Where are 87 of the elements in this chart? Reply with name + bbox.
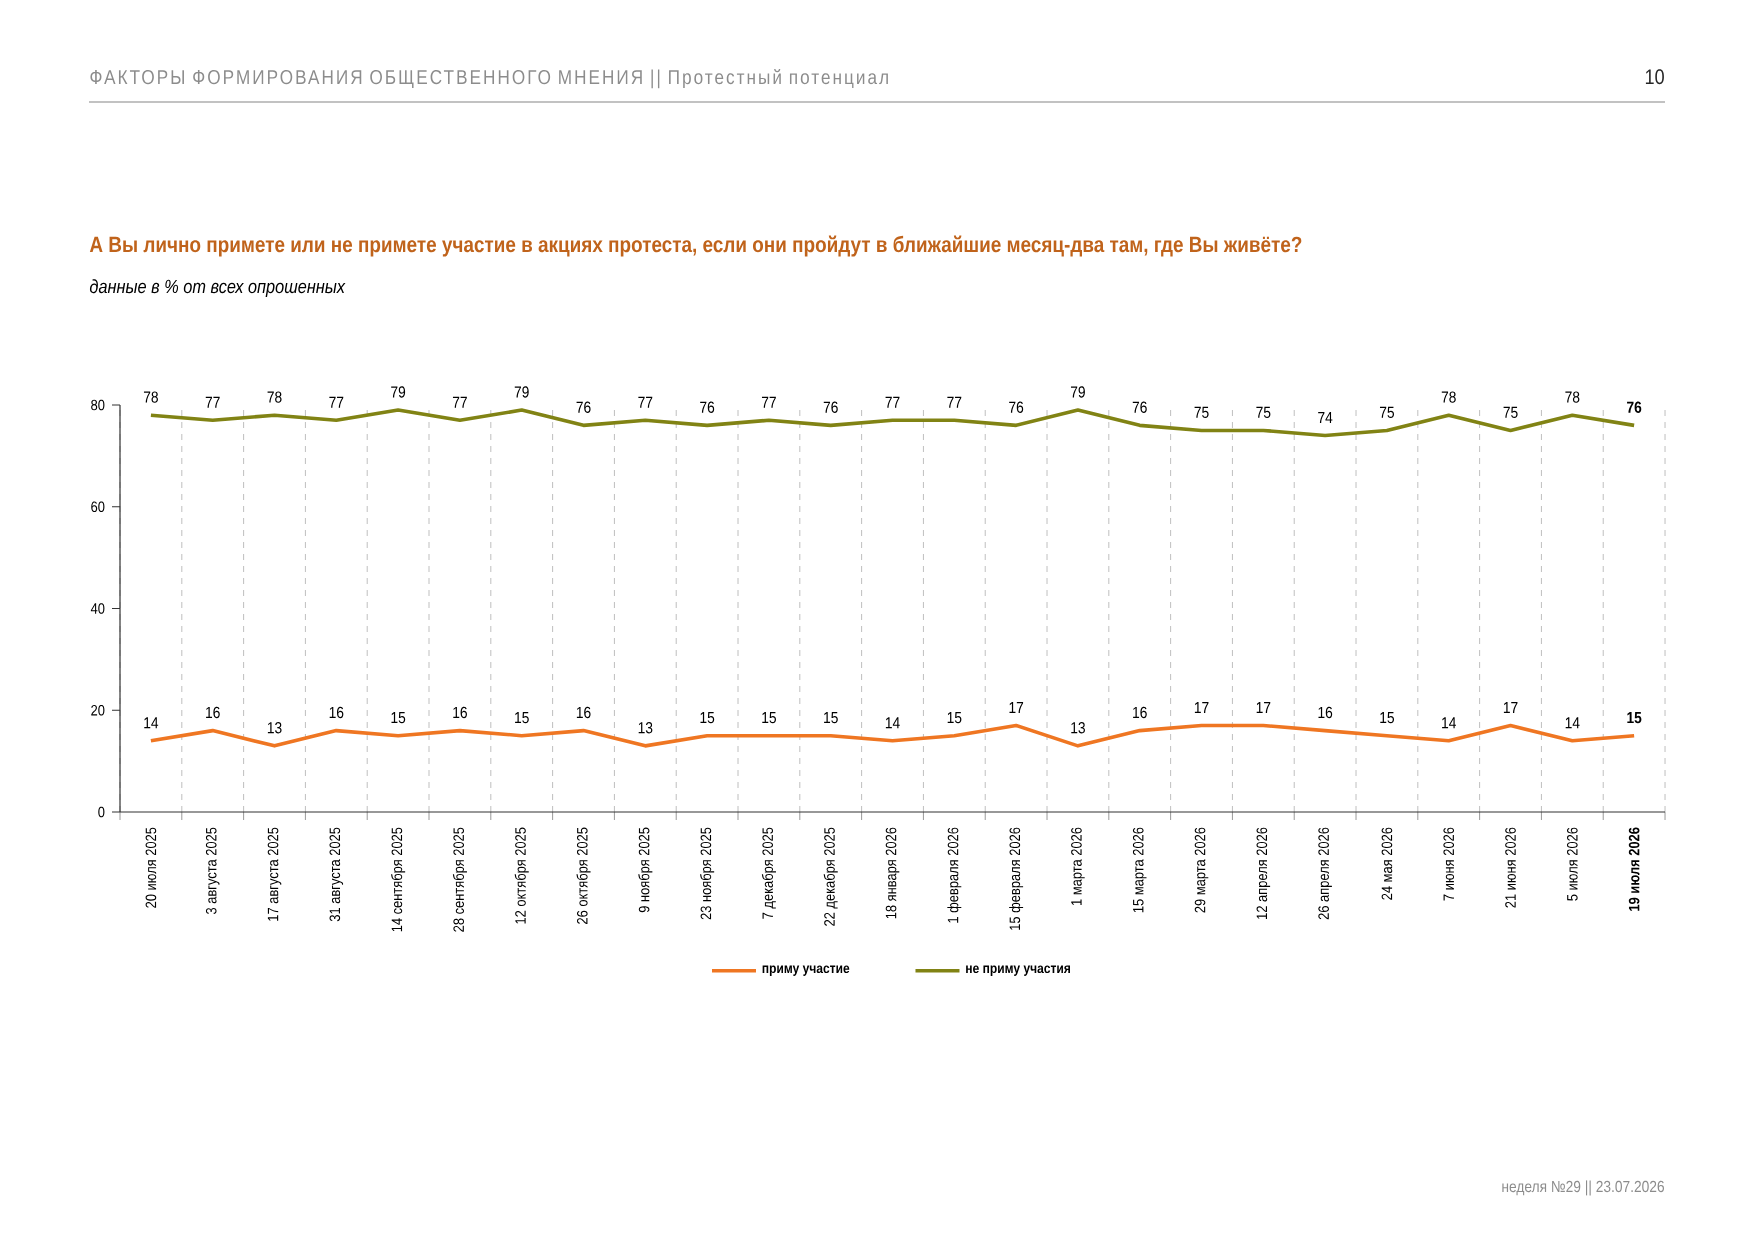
data-label: 77 <box>329 396 344 408</box>
x-tick-label: 29 марта 2026 <box>1194 827 1209 913</box>
data-label: 16 <box>1133 706 1147 719</box>
data-label: 77 <box>205 396 220 408</box>
x-tick-label: 21 июня 2026 <box>1505 827 1516 908</box>
data-label: 75 <box>1256 406 1271 418</box>
data-label: 77 <box>761 396 776 408</box>
text: неделя №29 || 23.07.2026 <box>1502 1180 1665 1196</box>
data-label: 14 <box>144 717 159 729</box>
y-tick-label: 80 <box>91 399 105 411</box>
x-tick-label: 28 сентября 2025 <box>452 827 467 932</box>
data-label: 15 <box>700 712 715 724</box>
data-label: 78 <box>143 391 158 403</box>
data-label: 79 <box>1070 386 1085 398</box>
data-label: 17 <box>1194 702 1209 714</box>
data-label: 78 <box>1565 391 1580 403</box>
data-label: 17 <box>1009 702 1024 714</box>
data-label: 13 <box>1071 722 1085 734</box>
data-label: 16 <box>1318 706 1333 719</box>
data-label: 17 <box>1503 702 1518 714</box>
x-tick-label: 7 июня 2026 <box>1443 827 1455 901</box>
x-tick-label: 9 ноября 2025 <box>638 827 653 913</box>
y-tick-label: 20 <box>91 704 105 716</box>
x-tick-label: 22 декабря 2025 <box>823 827 838 926</box>
x-tick-label: 24 мая 2026 <box>1381 827 1393 900</box>
data-label: 16 <box>206 706 220 719</box>
x-tick-label: 23 ноября 2025 <box>700 827 715 920</box>
x-tick-label: 26 октября 2025 <box>576 827 591 924</box>
x-tick-label: 31 августа 2025 <box>329 827 344 922</box>
x-tick-label: 3 августа 2025 <box>205 827 220 915</box>
data-label: 76 <box>823 401 838 413</box>
x-tick-label: 7 декабря 2025 <box>761 827 776 919</box>
data-label: 15 <box>824 712 838 724</box>
data-label: 15 <box>762 712 776 724</box>
x-tick-label: 19 июля 2026 <box>1628 827 1640 911</box>
data-label: 76 <box>1132 401 1147 413</box>
x-tick-label: 18 января 2026 <box>885 827 900 919</box>
data-label: 16 <box>576 706 591 719</box>
data-label: 77 <box>947 396 962 408</box>
data-label: 17 <box>1256 702 1271 714</box>
data-label: 14 <box>885 717 900 729</box>
data-label: 13 <box>638 722 653 734</box>
data-label: 76 <box>576 401 591 413</box>
y-tick-label: 0 <box>98 806 105 818</box>
data-label: 78 <box>1441 391 1456 403</box>
x-tick-label: 1 марта 2026 <box>1071 827 1085 905</box>
chart-title: А Вы лично примете или не примете участие в акциях протеста, если они пройдут в ближайшие месяц-два там, где Вы живёте? <box>89 235 1302 257</box>
data-label: 75 <box>1379 406 1395 418</box>
x-tick-label: 12 октября 2025 <box>514 827 529 924</box>
data-label: 16 <box>329 706 344 719</box>
x-tick-label: 5 июля 2026 <box>1567 827 1578 901</box>
data-label: 76 <box>700 401 715 413</box>
data-label: 74 <box>1318 412 1333 424</box>
data-label: 77 <box>885 396 900 408</box>
x-tick-label: 26 апреля 2026 <box>1318 827 1332 920</box>
x-tick-label: 14 сентября 2025 <box>391 827 406 932</box>
y-tick-label: 40 <box>90 603 105 614</box>
x-tick-label: 15 марта 2026 <box>1132 827 1147 913</box>
data-label: 15 <box>391 712 406 724</box>
x-tick-label: 12 апреля 2026 <box>1256 827 1271 919</box>
data-label: 15 <box>1627 712 1642 724</box>
data-label: 16 <box>453 706 467 719</box>
data-label: 77 <box>452 396 467 408</box>
data-label: 75 <box>1194 406 1209 418</box>
data-label: 15 <box>515 712 529 724</box>
data-label: 78 <box>267 391 282 403</box>
y-tick-label: 60 <box>91 501 105 513</box>
data-label: 76 <box>1627 401 1642 413</box>
x-tick-label: 17 августа 2025 <box>267 827 282 921</box>
x-tick-label: 15 февраля 2026 <box>1009 827 1024 930</box>
x-tick-label: 1 февраля 2026 <box>947 827 962 923</box>
data-label: 14 <box>1442 717 1456 729</box>
chart-subtitle: данные в % от всех опрошенных <box>89 279 346 297</box>
data-label: 15 <box>947 712 962 724</box>
x-tick-label: 20 июля 2025 <box>145 827 157 908</box>
data-label: 13 <box>267 722 282 734</box>
data-label: 77 <box>638 396 653 408</box>
legend-label: не приму участия <box>966 965 1070 976</box>
data-label: 15 <box>1380 712 1395 724</box>
legend-label: приму участие <box>762 965 850 976</box>
text: ФАКТОРЫ ФОРМИРОВАНИЯ ОБЩЕСТВЕННОГО МНЕНИЯ || Протестный потенциал <box>90 69 888 89</box>
data-label: 75 <box>1503 406 1518 418</box>
data-label: 79 <box>514 386 529 398</box>
data-label: 79 <box>391 386 406 398</box>
data-label: 76 <box>1009 401 1024 413</box>
data-label: 14 <box>1565 717 1580 729</box>
text: 10 <box>1645 69 1664 85</box>
